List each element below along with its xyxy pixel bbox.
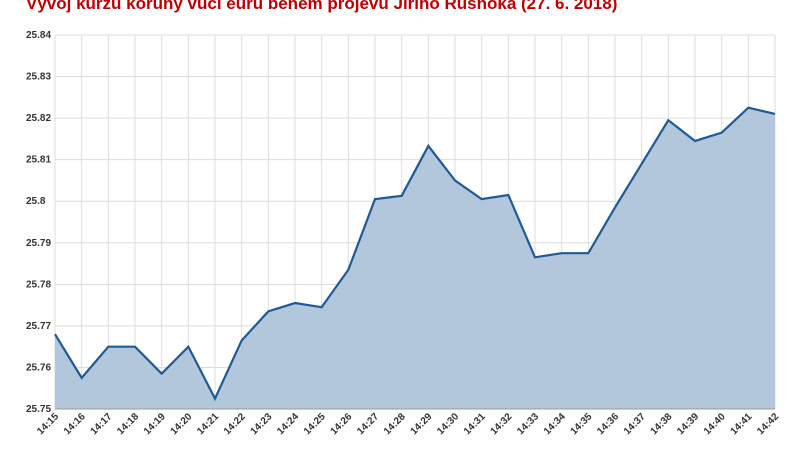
x-tick-label: 14:25 (302, 411, 328, 437)
y-tick-label: 25.77 (26, 321, 51, 332)
y-tick-label: 25.82 (26, 113, 51, 124)
x-tick-label: 14:18 (115, 411, 141, 437)
x-tick-label: 14:27 (355, 411, 381, 437)
y-tick-label: 25.81 (26, 155, 51, 166)
chart-title: Vývoj kurzu koruny vůči euru během proje… (26, 0, 617, 13)
x-tick-label: 14:38 (649, 411, 675, 437)
x-tick-label: 14:40 (702, 411, 728, 437)
x-tick-label: 14:34 (542, 411, 568, 437)
area-fill (55, 107, 775, 409)
x-tick-label: 14:39 (675, 411, 701, 437)
x-tick-label: 14:42 (755, 411, 781, 437)
y-tick-label: 25.84 (26, 30, 51, 41)
x-tick-label: 14:32 (489, 411, 515, 437)
y-tick-label: 25.78 (26, 279, 51, 290)
x-tick-label: 14:33 (515, 411, 541, 437)
y-tick-label: 25.75 (26, 404, 51, 415)
x-tick-label: 14:26 (329, 411, 355, 437)
x-tick-label: 14:24 (275, 411, 301, 437)
x-tick-label: 14:37 (622, 411, 648, 437)
x-tick-label: 14:19 (142, 411, 168, 437)
y-tick-label: 25.79 (26, 238, 51, 249)
x-tick-label: 14:30 (435, 411, 461, 437)
x-tick-label: 14:22 (222, 411, 248, 437)
y-tick-label: 25.83 (26, 72, 51, 83)
x-tick-label: 14:41 (729, 411, 755, 437)
x-tick-label: 14:20 (169, 411, 195, 437)
y-tick-label: 25.76 (26, 362, 51, 373)
x-tick-label: 14:29 (409, 411, 435, 437)
y-tick-label: 25.8 (26, 196, 46, 207)
x-tick-label: 14:35 (569, 411, 595, 437)
x-tick-label: 14:21 (195, 411, 221, 437)
x-tick-label: 14:23 (249, 411, 275, 437)
area-line (54, 106, 776, 402)
x-tick-label: 14:31 (462, 411, 488, 437)
x-tick-label: 14:16 (62, 411, 88, 437)
x-tick-label: 14:28 (382, 411, 408, 437)
x-tick-label: 14:17 (89, 411, 115, 437)
x-tick-label: 14:36 (595, 411, 621, 437)
